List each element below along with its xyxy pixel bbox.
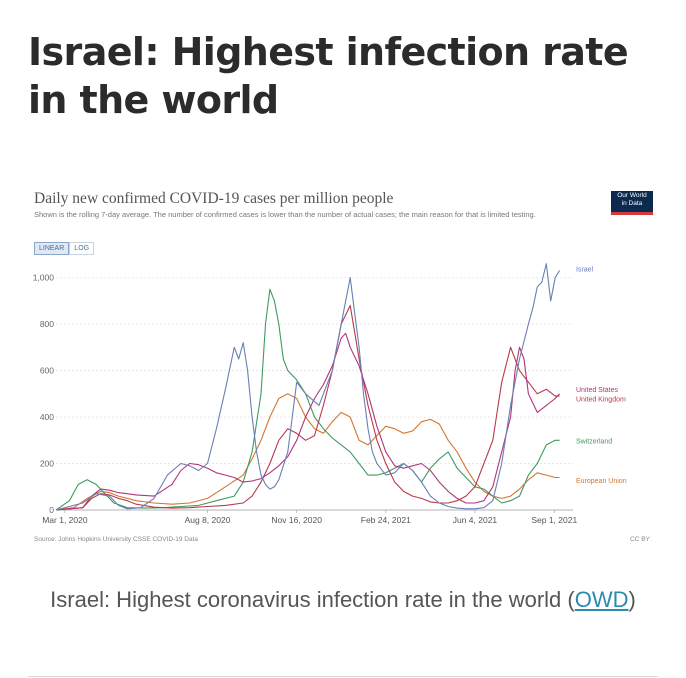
grid-layer <box>56 277 573 511</box>
y-tick-label: 400 <box>40 412 54 422</box>
caption-text: Israel: Highest coronavirus infection ra… <box>50 587 575 612</box>
linear-scale-button[interactable]: LINEAR <box>34 242 70 255</box>
series-layer <box>55 263 561 511</box>
label-layer: Israel United States United Kingdom Switzer… <box>576 266 627 484</box>
bottom-divider <box>28 676 658 677</box>
owid-logo[interactable]: Our World in Data <box>611 191 653 215</box>
chart-card: 0 200 400 600 800 1,000 Mar 1, 2020 Aug 8, 2020… <box>28 184 658 554</box>
end-label-israel: Israel <box>576 266 594 273</box>
end-label-european-union: European Union <box>576 478 627 485</box>
article-headline: Israel: Highest infection rate in the wo… <box>28 30 629 122</box>
x-tick-label: Jun 4, 2021 <box>453 515 498 525</box>
series-line-united-states <box>55 332 561 511</box>
y-tick-label: 800 <box>40 319 54 329</box>
series-line-united-kingdom <box>55 304 560 511</box>
end-label-united-kingdom: United Kingdom <box>576 396 626 403</box>
end-label-united-states: United States <box>576 387 619 394</box>
x-tick-label: Mar 1, 2020 <box>42 515 88 525</box>
chart-title: Daily new confirmed COVID-19 cases per m… <box>34 190 394 207</box>
caption-source-link[interactable]: OWD <box>574 587 629 612</box>
axis-layer: 0 200 400 600 800 1,000 Mar 1, 2020 Aug 8, 2020… <box>33 273 578 525</box>
caption-close: ) <box>628 587 636 612</box>
chart-license[interactable]: CC BY <box>630 536 650 543</box>
end-label-switzerland: Switzerland <box>576 438 612 445</box>
chart-subtitle: Shown is the rolling 7-day average. The … <box>34 210 536 219</box>
logo-line-1: Our World <box>617 192 647 199</box>
log-scale-button[interactable]: LOG <box>69 242 95 255</box>
y-tick-label: 200 <box>40 459 54 469</box>
y-tick-label: 0 <box>49 505 54 515</box>
x-tick-label: Nov 16, 2020 <box>271 515 322 525</box>
y-tick-label: 1,000 <box>33 273 55 283</box>
scale-toggle: LINEAR LOG <box>34 242 95 255</box>
x-tick-label: Sep 1, 2021 <box>531 515 577 525</box>
x-tick-label: Feb 24, 2021 <box>361 515 411 525</box>
y-tick-label: 600 <box>40 366 54 376</box>
series-line-switzerland <box>55 288 560 511</box>
chart-plot: 0 200 400 600 800 1,000 Mar 1, 2020 Aug 8, 2020… <box>33 263 627 525</box>
image-caption: Israel: Highest coronavirus infection ra… <box>40 582 646 618</box>
chart-source: Source: Johns Hopkins University CSSE CO… <box>34 536 199 543</box>
series-line-israel <box>55 263 561 511</box>
logo-line-2: in Data <box>621 199 643 207</box>
x-tick-label: Aug 8, 2020 <box>185 515 231 525</box>
